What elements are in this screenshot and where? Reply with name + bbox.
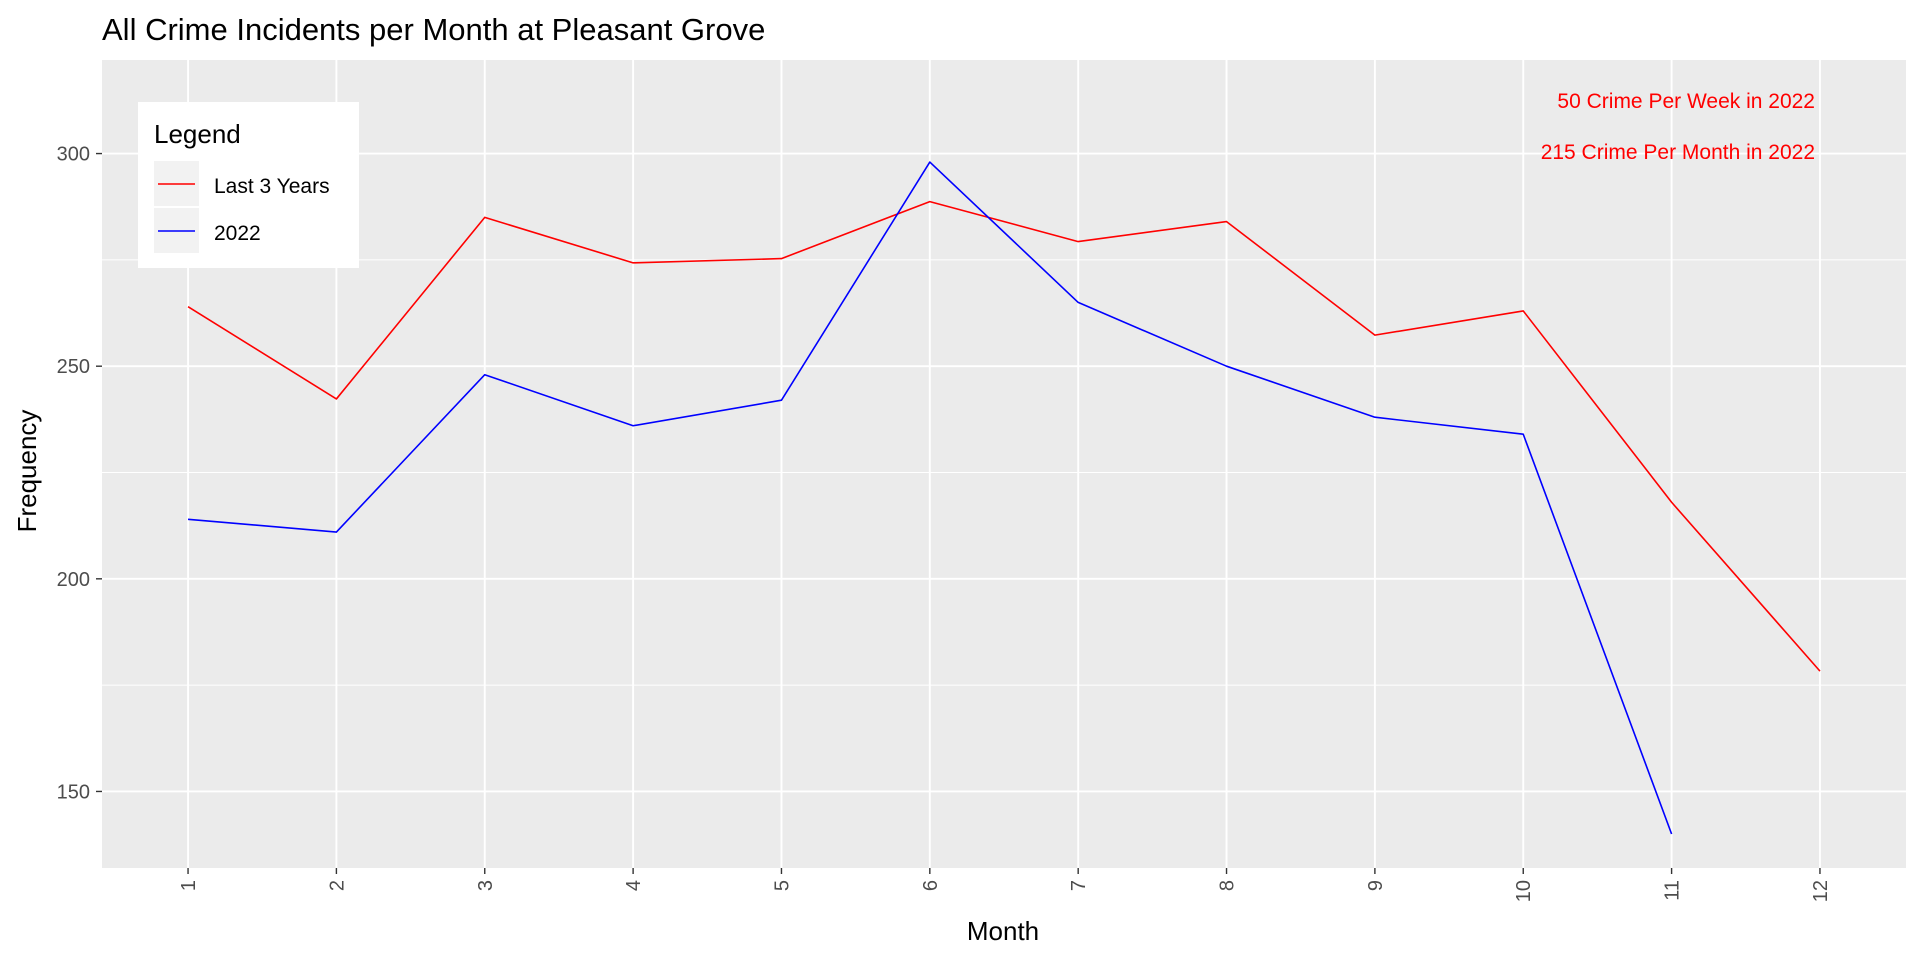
y-tick-label: 300 [57, 144, 90, 166]
x-tick-label: 8 [1217, 880, 1239, 891]
y-tick-label: 200 [57, 569, 90, 591]
x-axis: 1 2 3 4 5 6 7 8 9 10 11 12 [178, 868, 1832, 902]
x-tick-label: 11 [1662, 880, 1684, 901]
y-axis: 150 200 250 300 [57, 144, 102, 803]
y-tick-label: 250 [57, 356, 90, 378]
x-tick-label: 2 [326, 880, 348, 891]
annotation-crime-per-week: 50 Crime Per Week in 2022 [1557, 90, 1815, 113]
chart-title: All Crime Incidents per Month at Pleasan… [102, 12, 765, 47]
x-tick-label: 12 [1810, 880, 1832, 902]
x-tick-label: 7 [1068, 880, 1090, 891]
x-tick-label: 5 [771, 880, 793, 891]
series-layer [187, 161, 1821, 835]
x-axis-title: Month [967, 916, 1039, 946]
annotation-crime-per-month: 215 Crime Per Month in 2022 [1541, 141, 1815, 164]
series-line-2022 [187, 161, 1673, 835]
x-tick-label: 1 [178, 880, 200, 891]
x-tick-label: 6 [920, 880, 942, 891]
y-tick-label: 150 [57, 781, 90, 803]
major-gridlines [102, 60, 1906, 868]
legend-label-2022: 2022 [214, 222, 261, 245]
legend: Legend Last 3 Years 2022 [138, 102, 359, 268]
minor-gridlines [102, 259, 1906, 686]
y-axis-title: Frequency [12, 410, 42, 533]
x-tick-label: 9 [1365, 880, 1387, 891]
legend-title: Legend [154, 119, 241, 149]
x-tick-label: 4 [623, 880, 645, 891]
x-tick-label: 3 [475, 880, 497, 891]
plot-panel [102, 60, 1906, 868]
series-line-last-3-years [187, 200, 1821, 672]
legend-label-last-3-years: Last 3 Years [214, 175, 330, 198]
x-tick-label: 10 [1513, 880, 1535, 902]
